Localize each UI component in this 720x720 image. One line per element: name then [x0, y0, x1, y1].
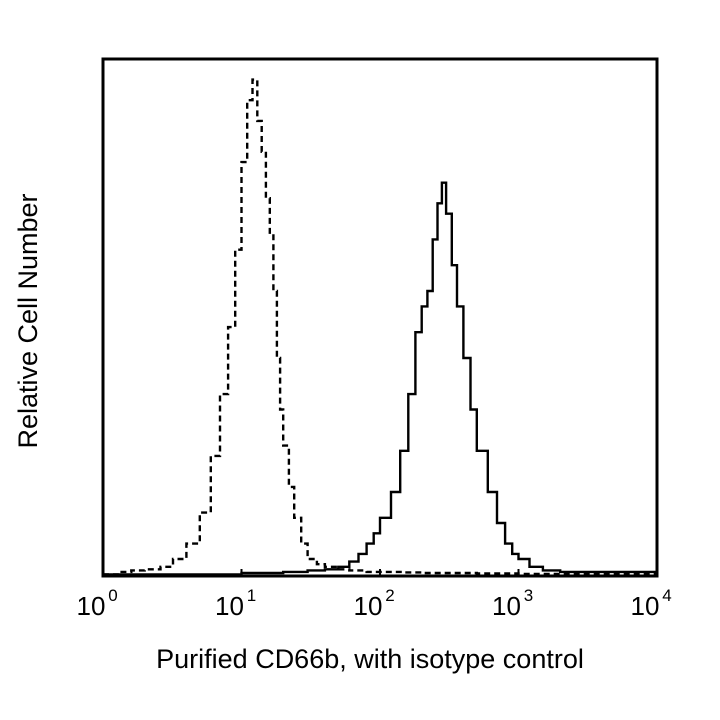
- x-tick-exponent: 4: [662, 586, 671, 605]
- x-tick-label: 10: [354, 591, 383, 621]
- x-tick-exponent: 1: [247, 586, 256, 605]
- x-tick-exponent: 2: [385, 586, 394, 605]
- x-tick-label: 10: [492, 591, 521, 621]
- x-axis-label: Purified CD66b, with isotype control: [156, 644, 584, 674]
- x-tick-exponent: 0: [108, 586, 117, 605]
- x-tick-label: 10: [631, 591, 660, 621]
- plot-frame: [101, 57, 659, 578]
- x-tick-exponent: 3: [524, 586, 533, 605]
- x-tick-label: 10: [77, 591, 106, 621]
- x-tick-label: 10: [215, 591, 244, 621]
- y-axis-label: Relative Cell Number: [13, 193, 43, 448]
- plot-area: [103, 78, 659, 576]
- x-axis: 10 0 10 1 10 2 10 3 10 4: [77, 569, 672, 621]
- cd66b-histogram: [103, 181, 659, 576]
- isotype-control-histogram: [103, 78, 659, 576]
